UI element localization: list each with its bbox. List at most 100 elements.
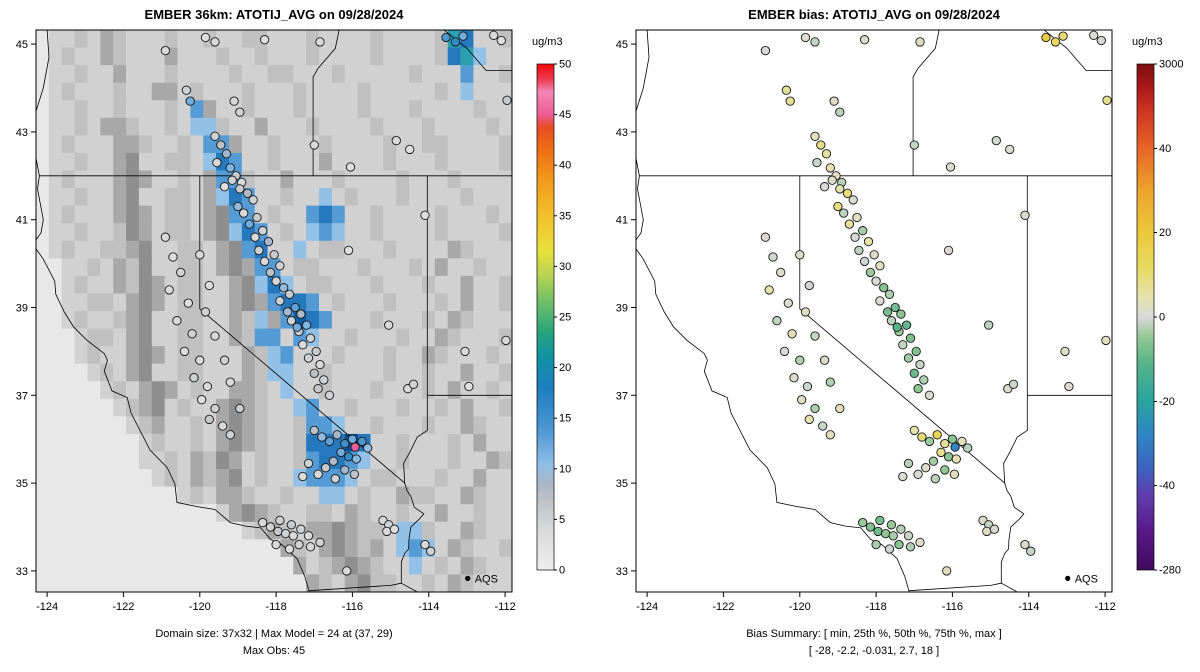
raster-cell — [216, 188, 230, 207]
raster-cell — [61, 469, 75, 488]
raster-cell — [151, 486, 166, 505]
x-axis-tick-label: -114 — [418, 601, 439, 613]
state-boundary — [909, 582, 1002, 592]
raster-cell — [36, 240, 50, 259]
raster-cell — [486, 117, 500, 136]
x-axis-tick-label: -112 — [494, 601, 515, 613]
raster-cell — [357, 240, 371, 259]
obs-point — [810, 403, 820, 414]
raster-cell — [486, 416, 500, 435]
raster-cell — [138, 521, 153, 540]
raster-cell — [203, 100, 217, 119]
obs-point — [227, 175, 237, 185]
raster-cell — [113, 574, 127, 592]
raster-cell — [486, 521, 500, 540]
raster-cell — [370, 30, 384, 48]
raster-cell — [177, 311, 191, 329]
obs-point — [160, 232, 171, 242]
raster-cell — [486, 258, 500, 277]
raster-cell — [216, 328, 230, 347]
raster-cell — [36, 363, 50, 382]
raster-cell — [203, 205, 217, 224]
raster-cell — [370, 258, 384, 277]
raster-cell — [499, 293, 512, 312]
raster-cell — [280, 381, 294, 400]
raster-cell — [216, 486, 230, 505]
raster-cell — [177, 469, 191, 488]
obs-point — [340, 465, 350, 475]
obs-point — [898, 340, 908, 350]
raster-cell — [396, 574, 410, 592]
raster-cell — [331, 363, 346, 382]
raster-cell — [216, 223, 230, 242]
raster-cell — [203, 346, 217, 365]
obs-point — [896, 524, 906, 534]
raster-cell — [473, 47, 487, 66]
raster-cell — [241, 275, 256, 294]
obs-point — [882, 307, 893, 317]
raster-cell — [48, 293, 63, 312]
raster-cell — [48, 469, 63, 488]
raster-cell — [319, 293, 333, 312]
obs-point — [949, 469, 960, 479]
raster-cell — [383, 293, 397, 312]
raster-cell — [177, 416, 191, 435]
obs-point — [812, 157, 822, 168]
raster-cell — [138, 223, 153, 242]
raster-cell — [473, 469, 487, 488]
raster-cell — [87, 311, 101, 329]
obs-point — [248, 195, 258, 205]
obs-point — [871, 276, 881, 286]
raster-cell — [100, 82, 114, 101]
raster-cell — [331, 135, 346, 154]
raster-cell — [409, 346, 423, 365]
raster-cell — [357, 486, 371, 505]
raster-cell — [434, 416, 449, 435]
obs-point — [164, 285, 174, 295]
raster-cell — [344, 363, 359, 382]
raster-cell — [241, 311, 256, 329]
raster-cell — [421, 152, 436, 171]
raster-cell — [254, 416, 268, 435]
raster-cell — [126, 205, 140, 224]
raster-cell — [409, 574, 423, 592]
raster-cell — [151, 170, 166, 189]
plot-area — [36, 30, 512, 592]
raster-cell — [203, 521, 217, 540]
raster-cell — [370, 275, 384, 294]
obs-point — [195, 250, 205, 260]
raster-cell — [306, 574, 320, 592]
obs-point — [292, 322, 302, 332]
raster-cell — [190, 135, 204, 154]
obs-point — [789, 373, 799, 383]
obs-point — [315, 37, 325, 47]
raster-cell — [473, 346, 487, 365]
raster-cell — [241, 433, 256, 452]
raster-cell — [293, 65, 307, 84]
raster-cell — [486, 205, 500, 224]
raster-cell — [293, 135, 307, 154]
raster-cell — [409, 363, 423, 382]
raster-cell — [396, 117, 410, 136]
raster-cell — [396, 170, 410, 189]
raster-cell — [499, 117, 512, 136]
state-boundary — [799, 175, 1005, 484]
raster-cell — [190, 65, 204, 84]
raster-cell — [434, 556, 449, 575]
raster-cell — [293, 504, 307, 523]
raster-cell — [74, 469, 88, 488]
raster-cell — [113, 469, 127, 488]
raster-cell — [447, 275, 461, 294]
obs-point — [210, 403, 220, 414]
raster-cell — [293, 47, 307, 66]
raster-cell — [241, 416, 256, 435]
raster-cell — [344, 539, 359, 558]
raster-cell — [383, 47, 397, 66]
obs-point — [458, 31, 468, 41]
state-boundary — [309, 582, 402, 592]
obs-point — [160, 45, 171, 56]
raster-cell — [447, 258, 461, 277]
raster-cell — [164, 539, 178, 558]
raster-cell — [61, 521, 75, 540]
raster-cell — [396, 433, 410, 452]
